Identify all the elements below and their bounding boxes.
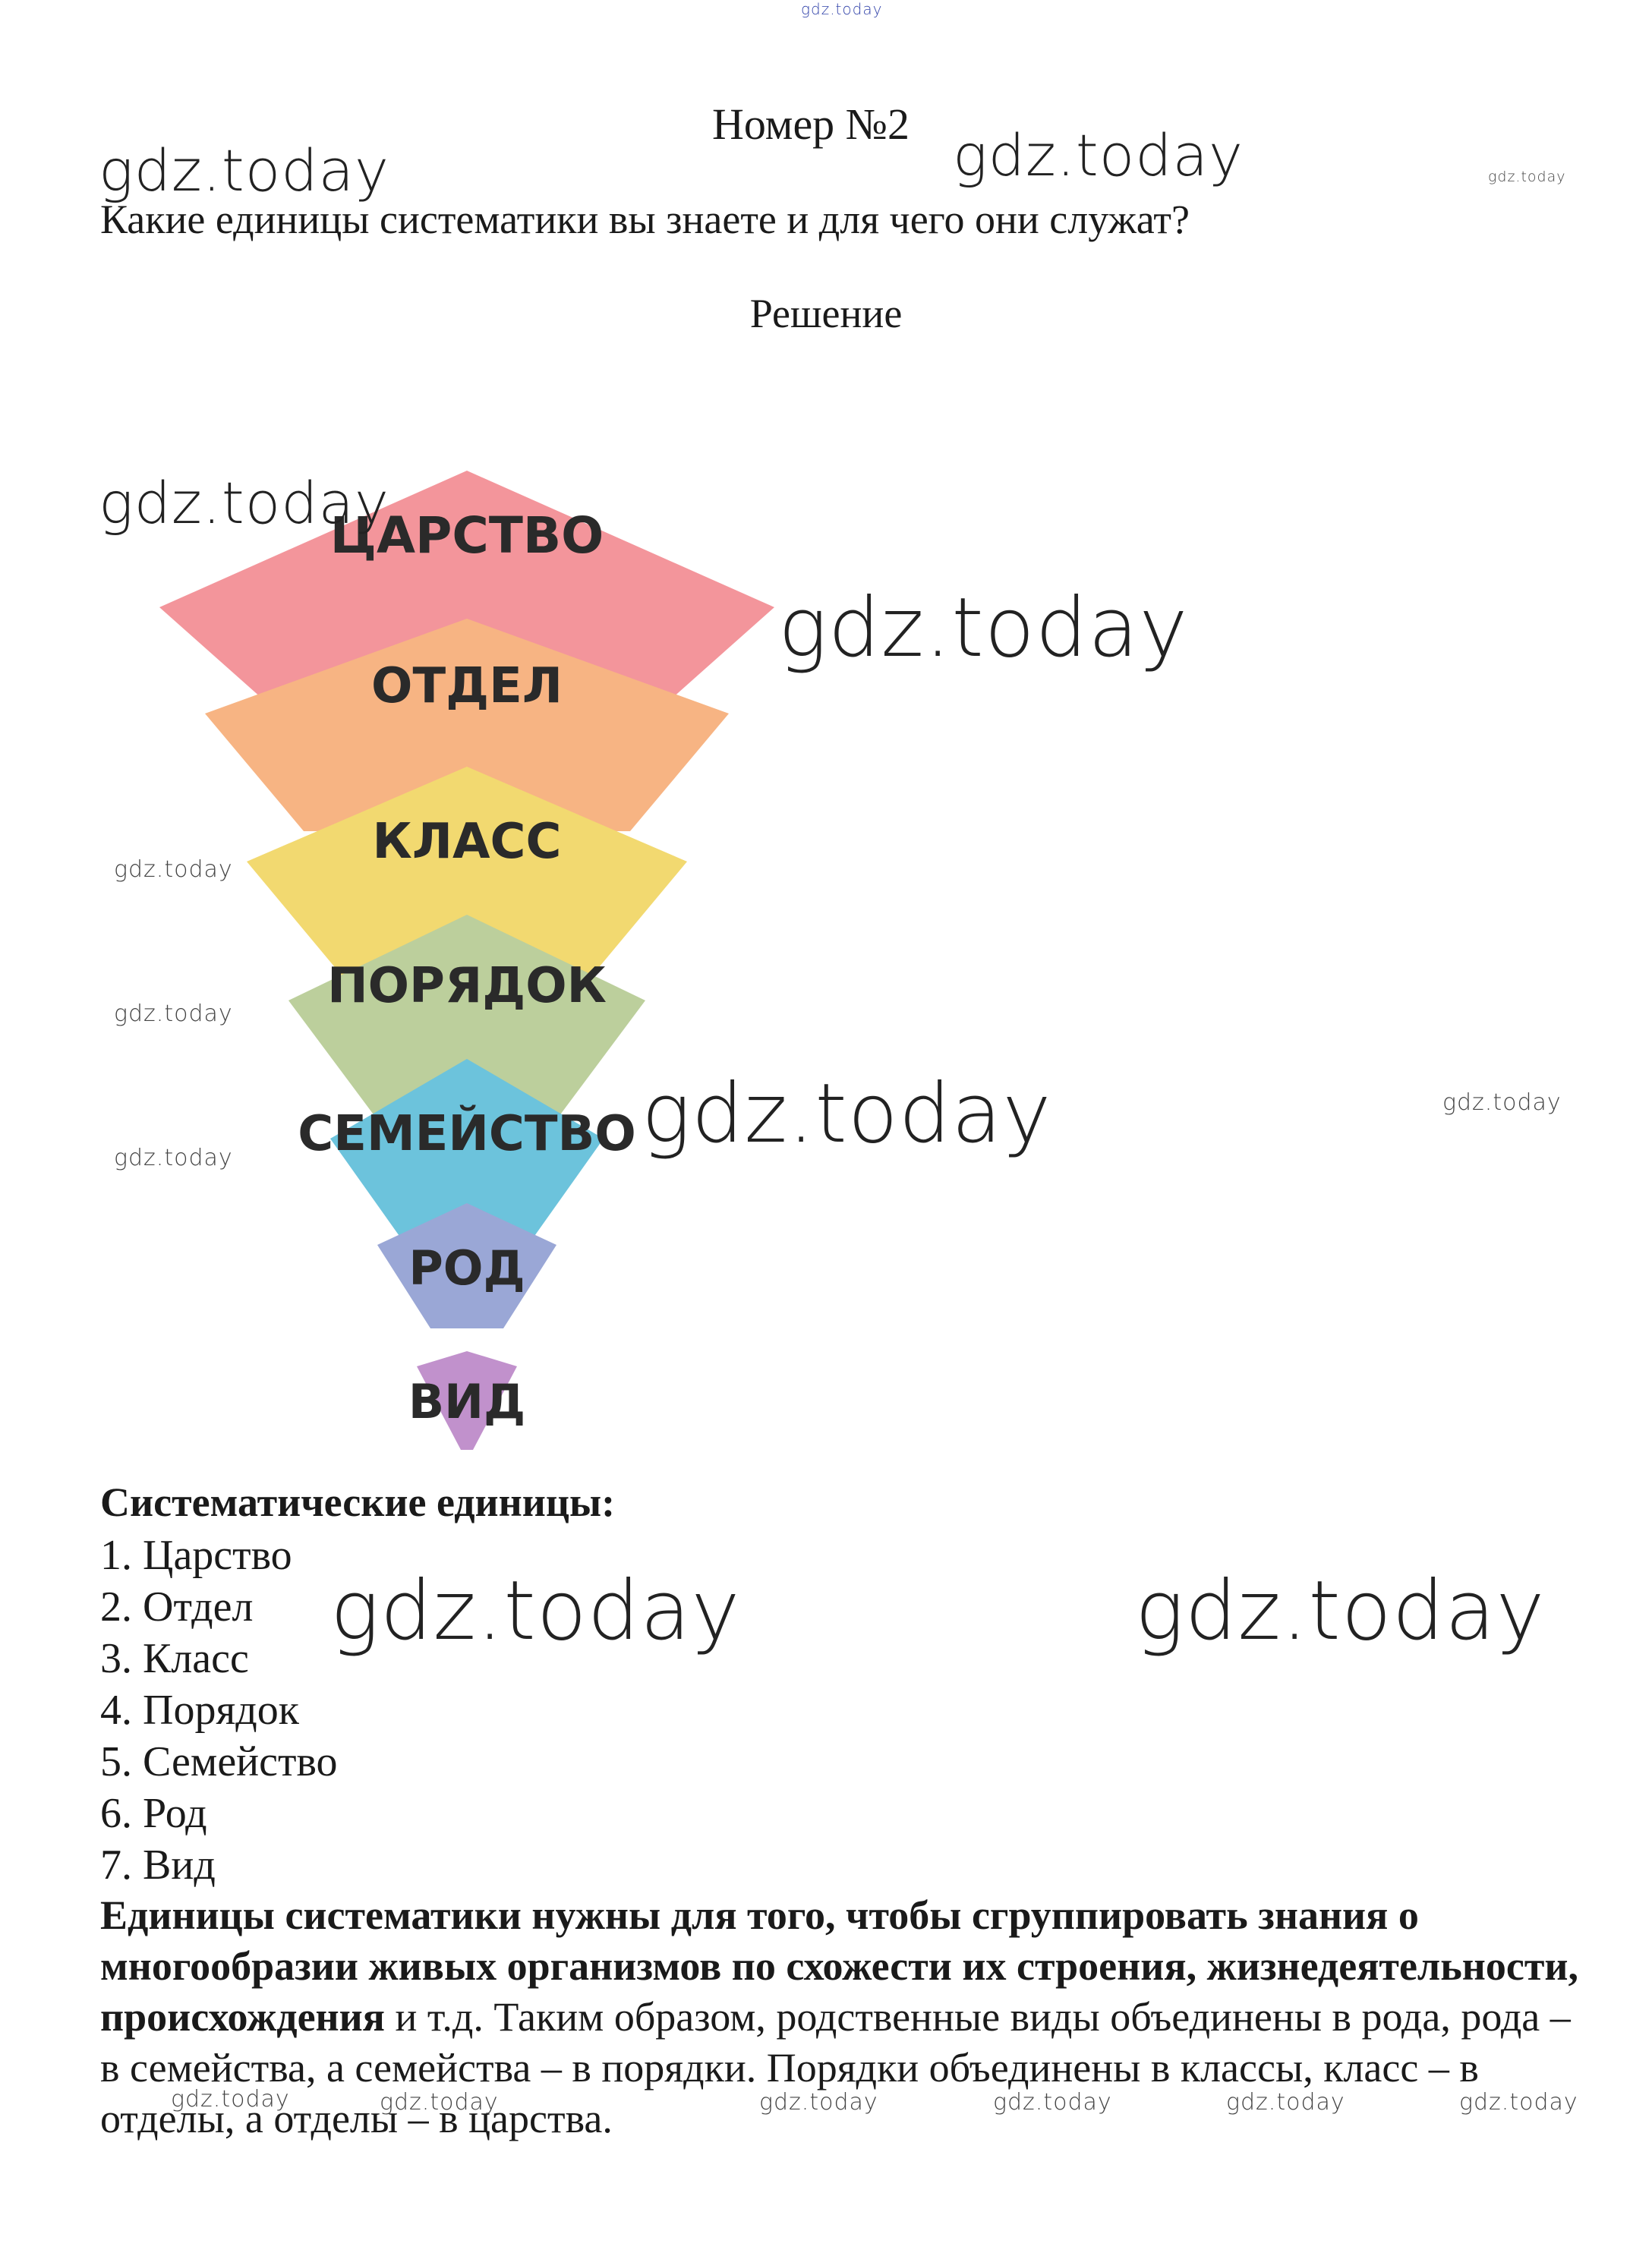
list-item: 5. Семейство	[100, 1738, 338, 1785]
pyramid-level	[159, 471, 774, 698]
watermark: gdz.today	[953, 121, 1244, 189]
explanation-paragraph: Единицы систематики нужны для того, чтоб…	[100, 1890, 1588, 2144]
pyramid-level-label: РОД	[408, 1240, 525, 1296]
watermark: gdz.today	[1459, 2089, 1578, 2116]
units-list: 1. Царство 2. Отдел 3. Класс 4. Порядок …	[100, 1530, 338, 1891]
list-item: 6. Род	[100, 1790, 207, 1837]
list-item: 3. Класс	[100, 1635, 249, 1682]
watermark: gdz.today	[642, 1067, 1052, 1161]
list-item: 1. Царство	[100, 1532, 292, 1579]
list-item: 2. Отдел	[100, 1583, 254, 1631]
explanation-rest: и т.д. Таким образом, родственные виды о…	[100, 1994, 1571, 2141]
page-title-text: Номер №2	[711, 99, 910, 149]
pyramid-level	[288, 915, 645, 1120]
watermark: gdz.today	[993, 2089, 1112, 2116]
pyramid-level	[417, 1351, 517, 1450]
pyramid-level-label: ПОРЯДОК	[327, 958, 607, 1014]
list-item: 4. Порядок	[100, 1687, 299, 1734]
watermark: gdz.today	[1488, 169, 1566, 185]
watermark: gdz.today	[114, 1000, 233, 1027]
pyramid-level	[377, 1203, 556, 1328]
taxonomy-pyramid: ЦАРСТВО ОТДЕЛ КЛАСС ПОРЯДОК СЕМЕЙСТВО РОД ВИД	[159, 471, 774, 1450]
watermark: gdz.today	[759, 2089, 878, 2116]
list-item: 7. Вид	[100, 1842, 216, 1889]
pyramid-level-label: СЕМЕЙСТВО	[298, 1104, 635, 1162]
watermark: gdz.today	[1135, 1564, 1546, 1659]
watermark: gdz.today	[778, 581, 1189, 676]
pyramid-level-label: ОТДЕЛ	[371, 658, 563, 714]
watermark: gdz.today	[1442, 1089, 1562, 1116]
watermark: gdz.today	[1226, 2089, 1345, 2116]
solution-label: Решение	[749, 291, 903, 336]
watermark: gdz.today	[114, 1145, 233, 1171]
question-text: Какие единицы систематики вы знаете и дл…	[100, 197, 1190, 242]
watermark: gdz.today	[801, 0, 883, 18]
watermark: gdz.today	[99, 137, 389, 204]
units-heading: Систематические единицы:	[100, 1479, 616, 1525]
page-title: Номер №2	[0, 99, 1652, 150]
watermark: gdz.today	[380, 2089, 499, 2116]
pyramid-level-label: ВИД	[408, 1374, 525, 1429]
pyramid-level-label: КЛАСС	[373, 814, 562, 870]
pyramid-level-label: ЦАРСТВО	[330, 506, 604, 565]
explanation-bold: Единицы систематики нужны для того, чтоб…	[100, 1892, 1578, 2040]
watermark: gdz.today	[171, 2086, 290, 2113]
pyramid-level	[205, 619, 729, 831]
watermark: gdz.today	[99, 469, 389, 537]
pyramid-level	[330, 1059, 604, 1256]
watermark: gdz.today	[114, 856, 233, 883]
pyramid-level	[247, 767, 687, 975]
watermark: gdz.today	[330, 1564, 741, 1659]
